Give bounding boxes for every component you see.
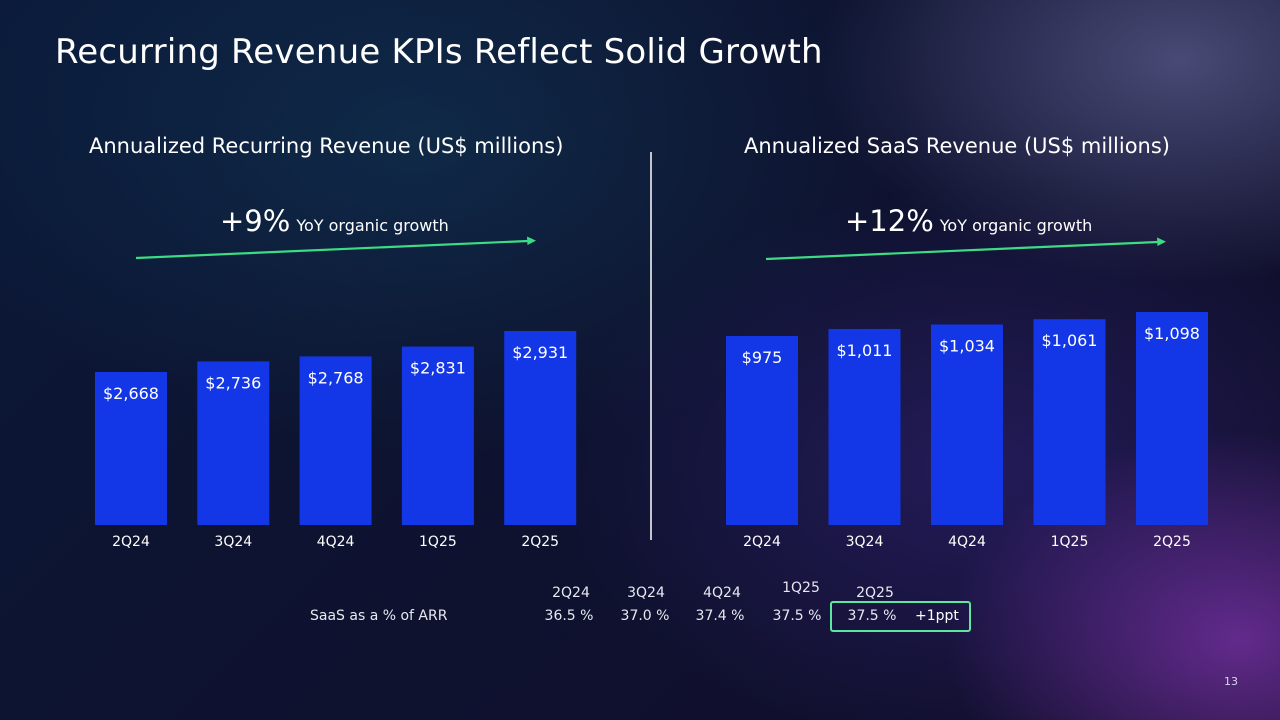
saas-growth-value: +12%	[845, 204, 934, 238]
saas-pct-change: +1ppt	[915, 608, 959, 624]
saas-bar-1q25	[1033, 319, 1106, 525]
arr-x-tick-label: 4Q24	[317, 534, 355, 550]
arr-x-tick-label: 2Q25	[521, 534, 559, 550]
arr-x-tick-label: 2Q24	[112, 534, 150, 550]
saas-data-label: $1,061	[1042, 331, 1098, 350]
arr-chart-title: Annualized Recurring Revenue (US$ millio…	[89, 134, 564, 158]
saas-x-tick-label: 2Q24	[743, 534, 781, 550]
saas-x-tick-label: 4Q24	[948, 534, 986, 550]
table-header: 2Q24	[552, 585, 590, 601]
saas-pct-row-label: SaaS as a % of ARR	[310, 608, 448, 624]
table-cell: 37.4 %	[695, 608, 745, 624]
arr-data-label: $2,736	[205, 373, 261, 392]
saas-growth-label: YoY organic growth	[939, 216, 1093, 235]
arr-growth-arrow	[135, 239, 529, 260]
arr-data-label: $2,668	[103, 384, 159, 403]
arr-growth-value: +9%	[220, 204, 291, 238]
arr-x-tick-label: 1Q25	[419, 534, 457, 550]
page-number: 13	[1224, 675, 1238, 688]
saas-bar-2q25	[1136, 312, 1208, 525]
saas-data-label: $975	[742, 348, 783, 367]
table-header: 2Q25	[856, 585, 894, 601]
arr-bar-4q24	[299, 356, 372, 525]
saas-data-label: $1,098	[1144, 324, 1200, 343]
chart-divider	[650, 152, 652, 540]
saas-x-tick-label: 3Q24	[846, 534, 884, 550]
table-header: 1Q25	[782, 580, 820, 596]
saas-chart-title: Annualized SaaS Revenue (US$ millions)	[744, 134, 1170, 158]
table-header: 3Q24	[627, 585, 665, 601]
arr-growth-annotation: +9% YoY organic growth	[220, 204, 449, 238]
table-header: 4Q24	[703, 585, 741, 601]
saas-bar-2q24	[726, 336, 798, 525]
arr-bar-2q24	[95, 372, 167, 525]
arr-bar-2q25	[504, 331, 577, 525]
arr-data-label: $2,768	[308, 368, 364, 387]
arr-data-label: $2,931	[512, 343, 568, 362]
table-cell: 37.0 %	[620, 608, 670, 624]
saas-data-label: $1,034	[939, 336, 995, 355]
arr-bar-3q24	[197, 361, 270, 525]
arr-data-label: $2,831	[410, 359, 466, 378]
saas-x-tick-label: 2Q25	[1153, 534, 1191, 550]
saas-data-label: $1,011	[837, 341, 893, 360]
saas-growth-annotation: +12% YoY organic growth	[845, 204, 1092, 238]
saas-growth-arrow	[765, 240, 1159, 261]
table-cell: 36.5 %	[544, 608, 594, 624]
saas-x-tick-label: 1Q25	[1051, 534, 1089, 550]
arr-arrow-head-icon	[527, 236, 536, 245]
saas-bar-4q24	[931, 324, 1003, 525]
arr-x-tick-label: 3Q24	[214, 534, 252, 550]
arr-bar-1q25	[401, 346, 474, 525]
arr-growth-label: YoY organic growth	[296, 216, 449, 235]
saas-arrow-head-icon	[1157, 237, 1166, 246]
page-title: Recurring Revenue KPIs Reflect Solid Gro…	[55, 32, 823, 72]
table-cell: 37.5 %	[847, 608, 897, 624]
table-cell: 37.5 %	[772, 608, 822, 624]
latest-quarter-highlight	[830, 601, 971, 632]
saas-bar-3q24	[828, 328, 901, 525]
